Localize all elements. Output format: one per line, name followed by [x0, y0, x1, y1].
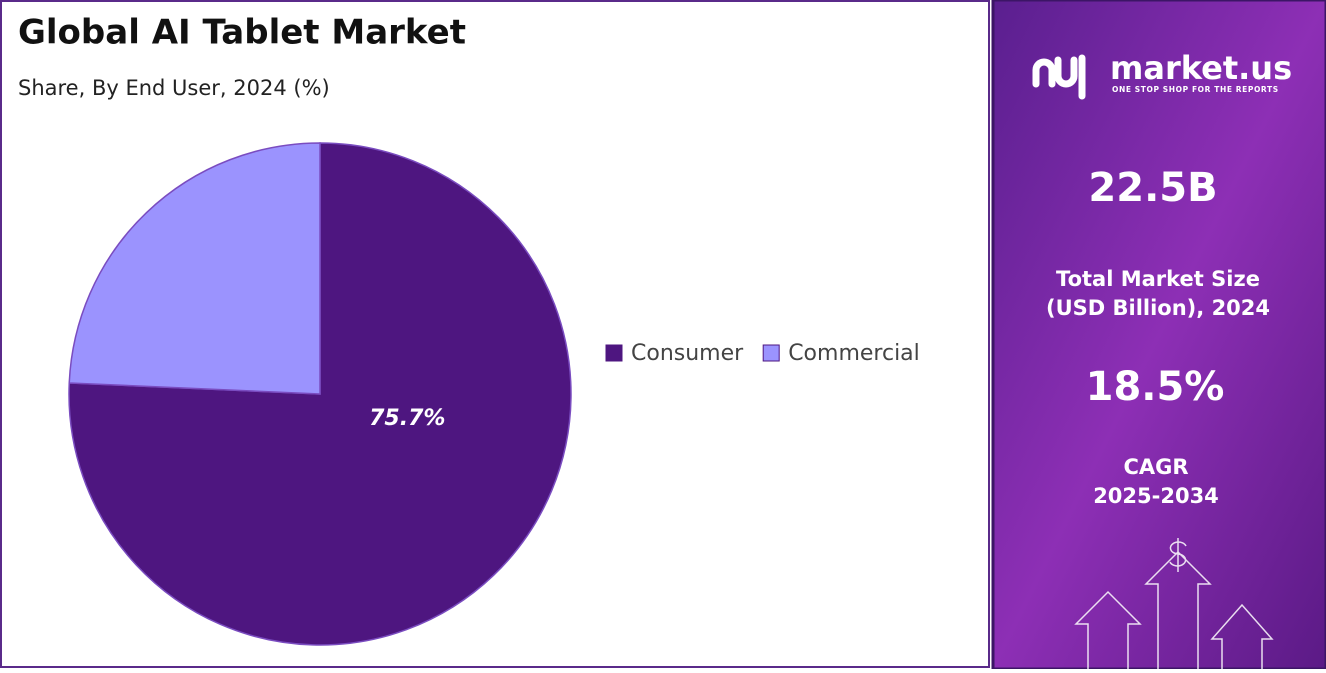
stat-value: 22.5B — [1088, 165, 1217, 211]
legend-swatch — [762, 344, 780, 362]
stat-label: Total Market Size — [1056, 267, 1260, 291]
logo-text: market.us — [1110, 49, 1292, 87]
legend-label: Consumer — [631, 341, 744, 366]
legend-swatch — [605, 344, 623, 362]
side-panel — [993, 0, 1326, 669]
stat-label: 2025-2034 — [1093, 484, 1219, 508]
stat-label: (USD Billion), 2024 — [1046, 296, 1270, 320]
logo-tagline: ONE STOP SHOP FOR THE REPORTS — [1112, 85, 1279, 94]
chart-title: Global AI Tablet Market — [18, 13, 466, 53]
logo: market.us ONE STOP SHOP FOR THE REPORTS — [1032, 49, 1292, 100]
stat-value: 18.5% — [1086, 364, 1225, 410]
pie-slice — [68, 142, 321, 395]
legend-label: Commercial — [788, 341, 920, 366]
data-label: 75.7% — [369, 406, 445, 431]
arrows-decoration — [1074, 538, 1274, 669]
logo-icon — [1032, 54, 1086, 100]
stat-label: CAGR — [1123, 455, 1188, 479]
chart-subtitle: Share, By End User, 2024 (%) — [18, 76, 330, 100]
